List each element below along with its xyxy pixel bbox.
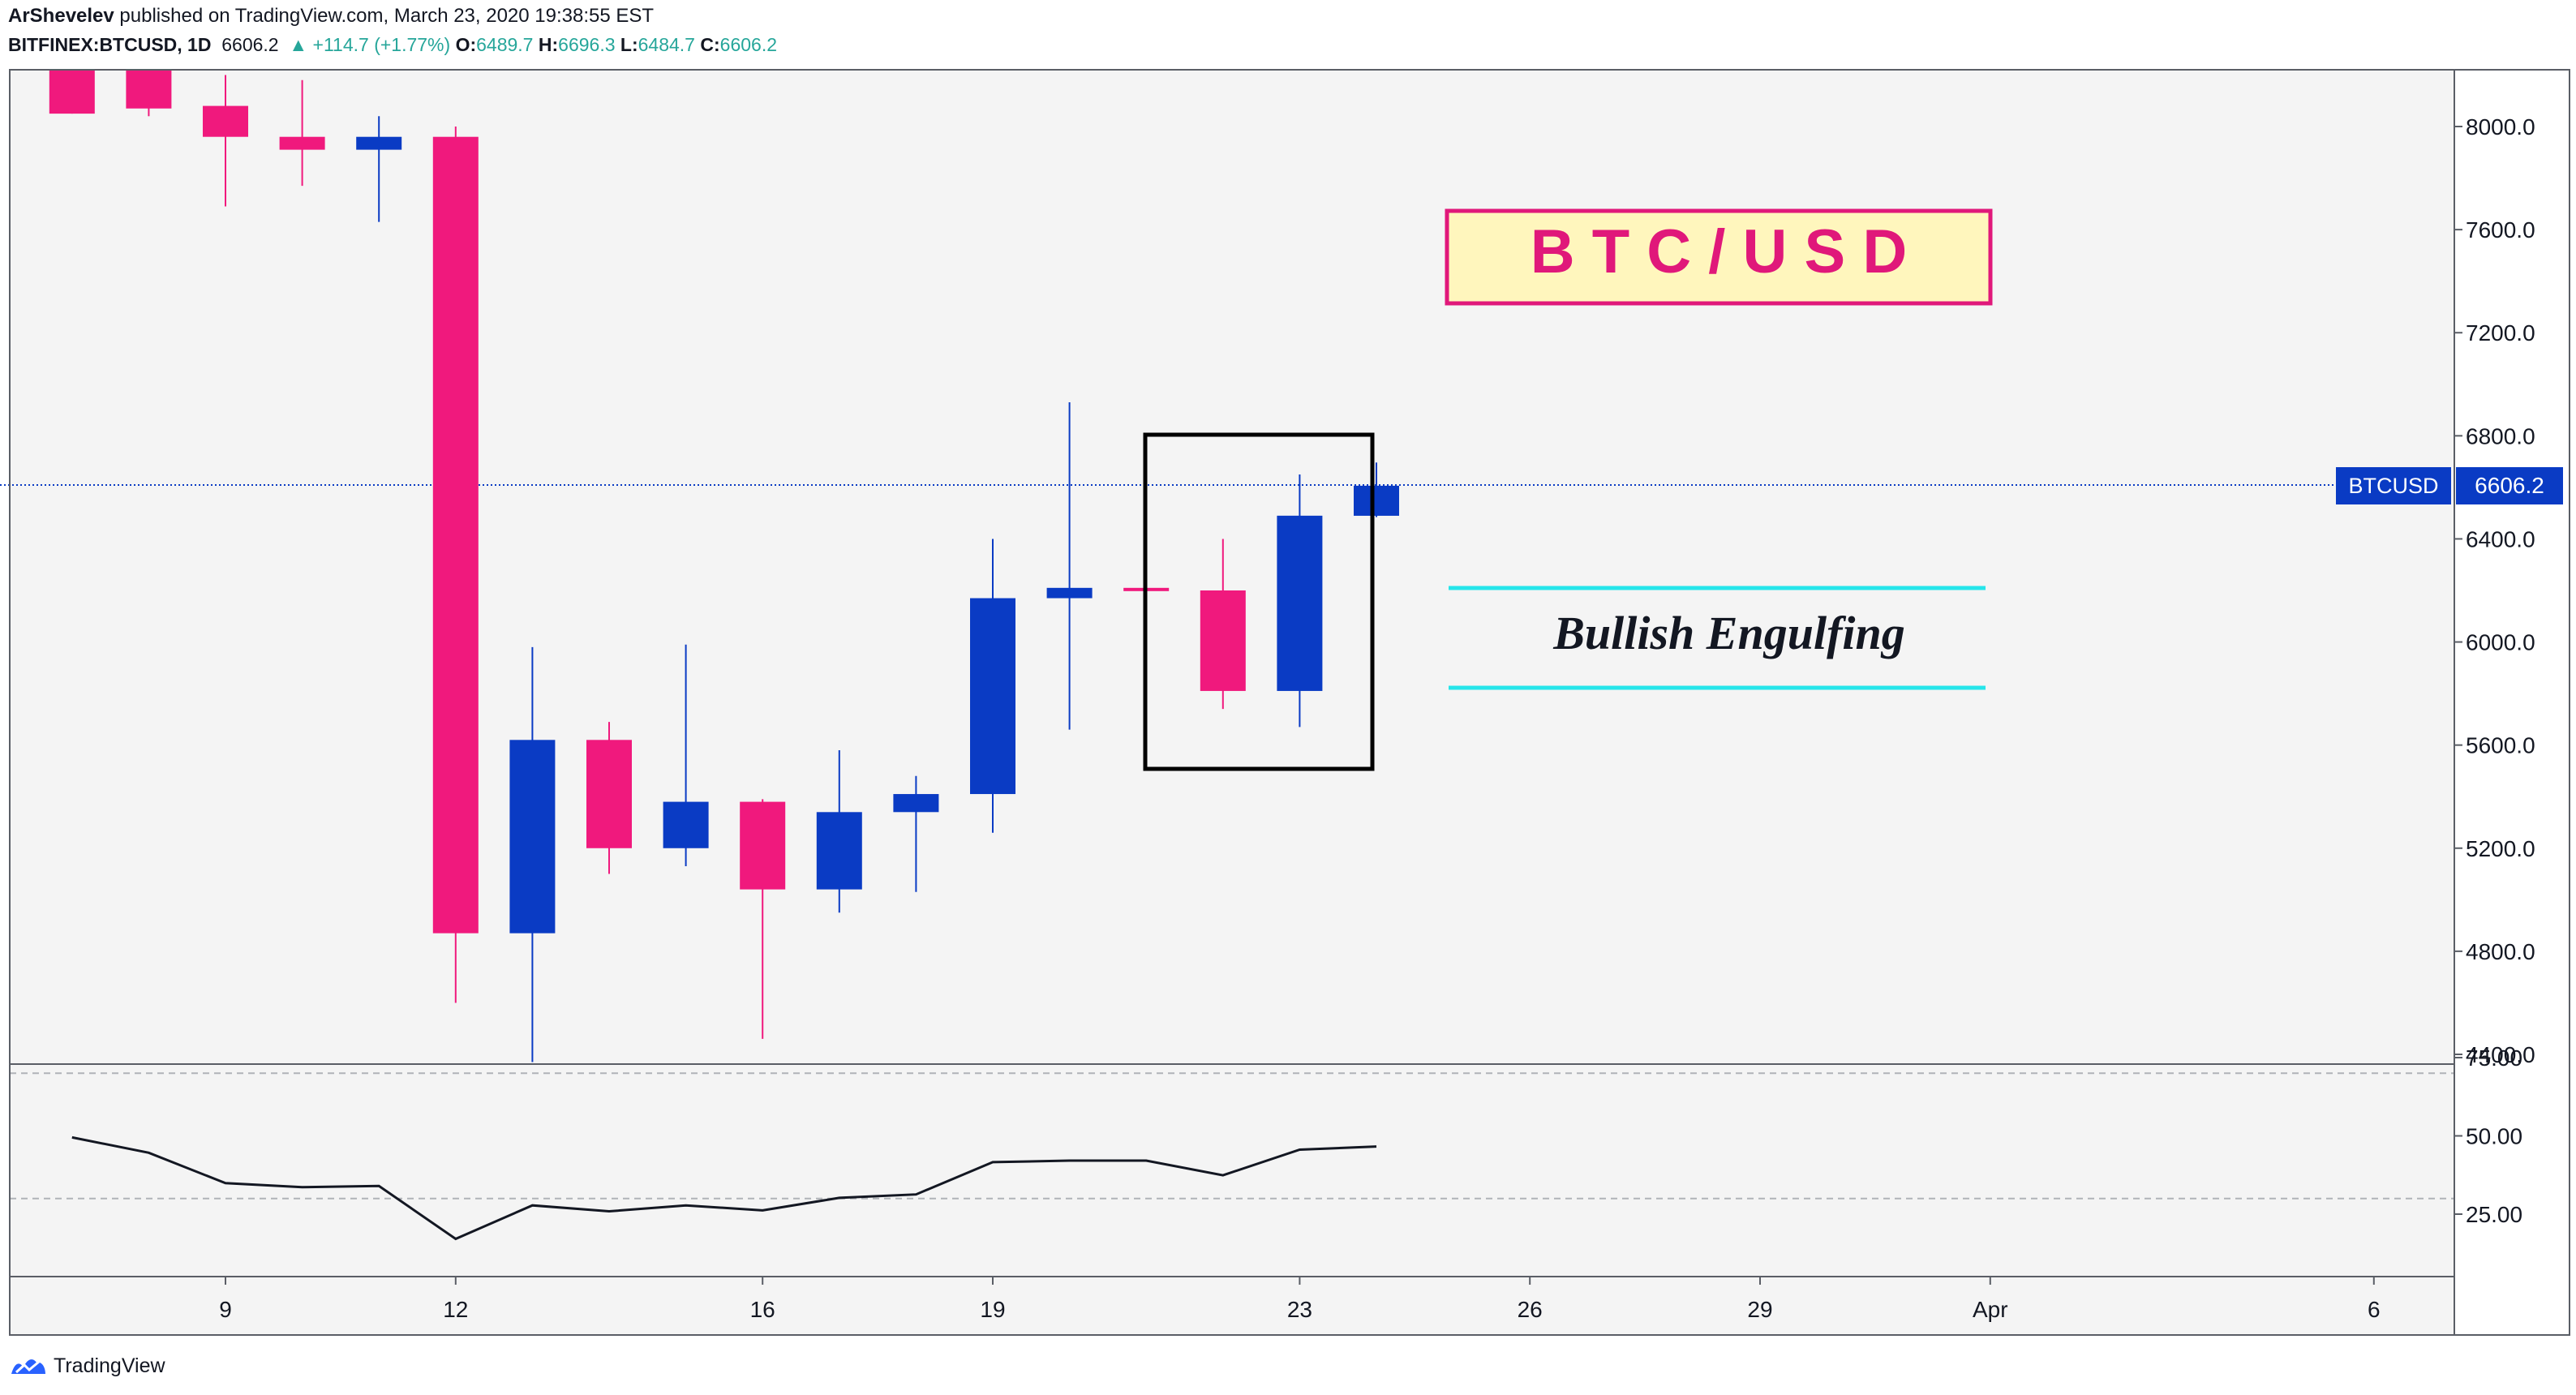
candle-body [740, 801, 786, 890]
price-tick-label: 5600.0 [2466, 733, 2535, 758]
candle-body [1200, 590, 1246, 691]
tradingview-brand-text: TradingView [54, 1354, 165, 1377]
time-tick-label: 29 [1747, 1297, 1772, 1322]
candle-body [1046, 587, 1093, 599]
publish-info: ArShevelev published on TradingView.com,… [8, 5, 654, 28]
author-name[interactable]: ArShevelev [8, 5, 114, 27]
candle-body [1354, 485, 1399, 516]
chart-frame [9, 69, 2570, 1336]
candle-body [663, 801, 709, 848]
candlestick-series [49, 70, 1399, 1062]
candle-body [970, 598, 1015, 795]
dashed-level-lines [10, 1072, 2454, 1200]
symbol-tag [2336, 467, 2451, 504]
indicator-tick-label: 25.00 [2466, 1202, 2522, 1227]
high-value: 6696.3 [558, 34, 616, 55]
high-label: H: [538, 34, 559, 55]
change-indicator-icon: ▲ [289, 34, 308, 55]
tradingview-logo-icon [11, 1359, 45, 1374]
price-tick-label: 6400.0 [2466, 526, 2535, 552]
candle-body [509, 740, 556, 934]
low-value: 6484.7 [638, 34, 695, 55]
candle-body [1277, 515, 1323, 691]
time-tick-label: 16 [750, 1297, 775, 1322]
candle-body [203, 105, 248, 137]
price-tick-label: 8000.0 [2466, 114, 2535, 140]
candle-body [893, 794, 939, 813]
price-change: +114.7 (+1.77%) [312, 34, 451, 55]
time-tick-label: 26 [1518, 1297, 1543, 1322]
indicator-axis[interactable]: 75.00 50.00 25.00 [2454, 1045, 2522, 1227]
time-tick-label: 23 [1287, 1297, 1312, 1322]
chart-plot-area [10, 70, 2454, 1335]
candle-body [126, 70, 172, 109]
open-label: O: [455, 34, 477, 55]
candle-body [586, 740, 632, 848]
tradingview-brand[interactable]: TradingView [10, 1350, 165, 1382]
low-label: L: [620, 34, 638, 55]
time-axis[interactable]: 9 12 16 19 23 26 29 Apr 6 [219, 1277, 2381, 1322]
candle-body [432, 136, 479, 934]
last-price-tag-text: 6606.2 [2475, 473, 2544, 498]
last-price-tag [2456, 467, 2563, 504]
candle-body [279, 136, 325, 150]
close-value: 6606.2 [719, 34, 778, 55]
price-tick-label: 4800.0 [2466, 939, 2535, 964]
candle-body [49, 70, 95, 114]
price-tick-label: 7200.0 [2466, 320, 2535, 346]
candle-body [816, 812, 862, 890]
publish-text: published on TradingView.com, March 23, … [119, 5, 655, 27]
price-tick-label: 5200.0 [2466, 836, 2535, 861]
symbol-label: BITFINEX:BTCUSD, 1D [8, 34, 212, 55]
time-tick-label: 19 [980, 1297, 1005, 1322]
indicator-tick-label: 50.00 [2466, 1124, 2522, 1149]
indicator-tick-label: 75.00 [2466, 1045, 2522, 1071]
price-tick-label: 7600.0 [2466, 217, 2535, 243]
price-axis[interactable]: 8000.0 7600.0 7200.0 6800.0 6400.0 6000.0 5600… [2454, 114, 2535, 1067]
indicator-series-line [71, 1135, 1377, 1241]
symbol-tag-text: BTCUSD [2348, 474, 2438, 498]
time-tick-label: 12 [443, 1297, 468, 1322]
title-box [1445, 208, 1993, 306]
pattern-label-text: Bullish Engulfing [1552, 607, 1905, 659]
open-value: 6489.7 [476, 34, 534, 55]
price-tick-label: 4400.0 [2466, 1042, 2535, 1067]
close-label: C: [700, 34, 720, 55]
time-tick-label: Apr [1973, 1297, 2008, 1322]
price-tick-label: 6800.0 [2466, 423, 2535, 449]
engulfing-highlight-box [1143, 432, 1375, 771]
time-tick-label: 9 [219, 1297, 232, 1322]
candle-body [356, 136, 402, 150]
chart-title-text: B T C / U S D [1531, 217, 1907, 286]
time-tick-label: 6 [2368, 1297, 2381, 1322]
last-price: 6606.2 [221, 34, 279, 55]
price-tick-label: 6000.0 [2466, 630, 2535, 655]
ohlc-legend: BITFINEX:BTCUSD, 1D 6606.2 ▲ +114.7 (+1.… [8, 34, 777, 56]
